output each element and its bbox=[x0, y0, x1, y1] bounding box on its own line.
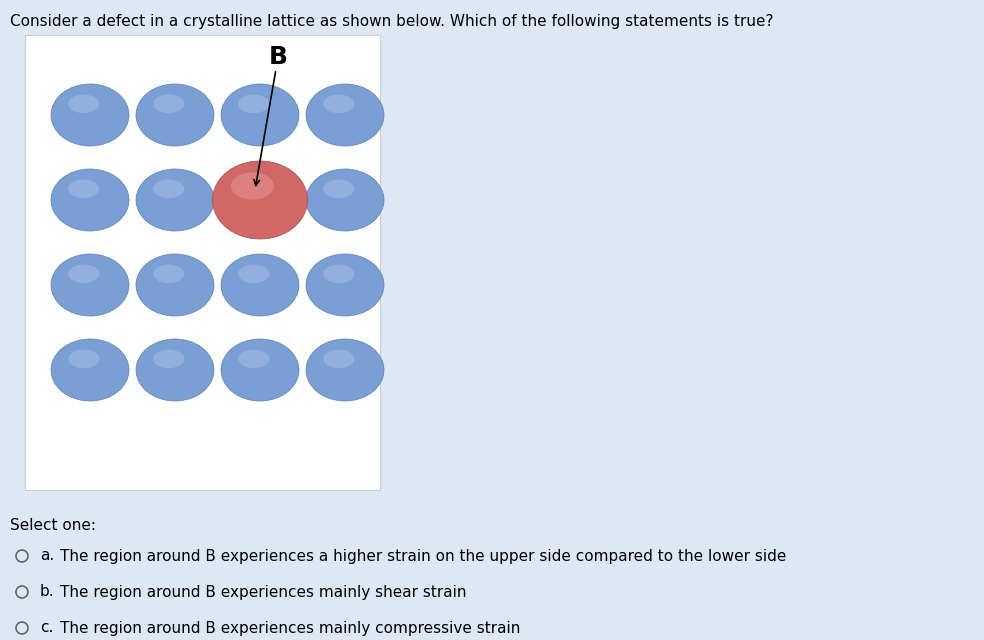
Ellipse shape bbox=[136, 84, 214, 146]
Text: c.: c. bbox=[40, 621, 53, 636]
Ellipse shape bbox=[154, 180, 184, 198]
Ellipse shape bbox=[323, 95, 354, 113]
Ellipse shape bbox=[136, 339, 214, 401]
Text: Select one:: Select one: bbox=[10, 518, 96, 533]
Ellipse shape bbox=[306, 84, 384, 146]
Text: The region around B experiences mainly compressive strain: The region around B experiences mainly c… bbox=[60, 621, 521, 636]
Ellipse shape bbox=[154, 264, 184, 283]
Ellipse shape bbox=[51, 84, 129, 146]
Ellipse shape bbox=[136, 254, 214, 316]
Ellipse shape bbox=[238, 349, 270, 368]
Ellipse shape bbox=[238, 264, 270, 283]
Ellipse shape bbox=[306, 169, 384, 231]
Ellipse shape bbox=[68, 180, 99, 198]
Ellipse shape bbox=[221, 84, 299, 146]
Text: B: B bbox=[269, 45, 287, 69]
Ellipse shape bbox=[154, 349, 184, 368]
Ellipse shape bbox=[51, 169, 129, 231]
Ellipse shape bbox=[213, 161, 308, 239]
Ellipse shape bbox=[238, 95, 270, 113]
Ellipse shape bbox=[68, 264, 99, 283]
Text: The region around B experiences mainly shear strain: The region around B experiences mainly s… bbox=[60, 584, 466, 600]
Text: Consider a defect in a crystalline lattice as shown below. Which of the followin: Consider a defect in a crystalline latti… bbox=[10, 14, 773, 29]
Ellipse shape bbox=[51, 254, 129, 316]
Text: b.: b. bbox=[40, 584, 55, 600]
Ellipse shape bbox=[323, 264, 354, 283]
Bar bbox=[25, 35, 380, 490]
Ellipse shape bbox=[68, 349, 99, 368]
Ellipse shape bbox=[221, 254, 299, 316]
Ellipse shape bbox=[306, 254, 384, 316]
Text: a.: a. bbox=[40, 548, 54, 563]
Ellipse shape bbox=[323, 349, 354, 368]
Ellipse shape bbox=[154, 95, 184, 113]
Ellipse shape bbox=[221, 339, 299, 401]
Ellipse shape bbox=[136, 169, 214, 231]
Ellipse shape bbox=[231, 172, 274, 200]
Text: The region around B experiences a higher strain on the upper side compared to th: The region around B experiences a higher… bbox=[60, 548, 786, 563]
Ellipse shape bbox=[51, 339, 129, 401]
Ellipse shape bbox=[68, 95, 99, 113]
Ellipse shape bbox=[306, 339, 384, 401]
Ellipse shape bbox=[323, 180, 354, 198]
